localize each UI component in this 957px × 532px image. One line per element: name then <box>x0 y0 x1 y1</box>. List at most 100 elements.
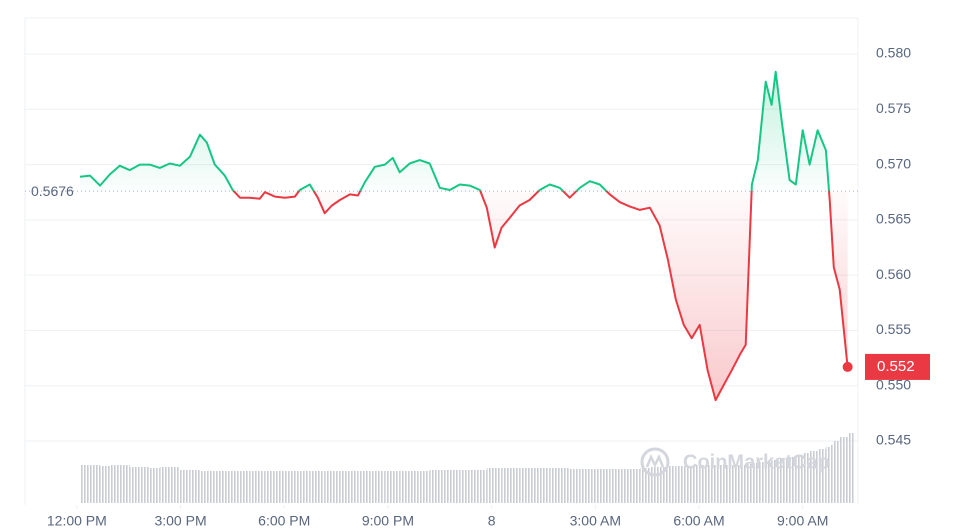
y-tick-label: 0.550 <box>876 376 911 392</box>
y-tick-label: 0.580 <box>876 45 911 61</box>
volume-bar <box>129 467 140 503</box>
volume-bar <box>839 437 848 503</box>
volume-bar <box>206 471 215 503</box>
volume-bar <box>757 462 766 503</box>
volume-bar <box>317 471 325 503</box>
volume-bar <box>224 471 233 503</box>
x-tick-label: 9:00 PM <box>362 513 414 529</box>
watermark: CoinMarketCap <box>640 447 830 477</box>
volume-bar <box>339 471 350 503</box>
volume-bar <box>649 467 660 503</box>
y-tick-label: 0.560 <box>876 266 911 282</box>
x-tick-label: 6:00 PM <box>258 513 310 529</box>
volume-bar <box>179 470 190 503</box>
volume-bar <box>683 466 692 503</box>
volume-bar <box>847 433 854 503</box>
volume-bar <box>479 470 487 503</box>
volume-bar <box>449 470 460 503</box>
volume-bar <box>294 471 300 503</box>
volume-bar <box>802 453 810 503</box>
volume-bar <box>259 471 265 503</box>
volume-bar <box>715 465 724 503</box>
volume-bar <box>659 467 668 503</box>
volume-bar <box>494 468 502 503</box>
volume-bar <box>149 468 160 503</box>
y-tick-label: 0.570 <box>876 155 911 171</box>
x-tick-label: 3:00 PM <box>154 513 206 529</box>
volume-bar <box>189 470 200 503</box>
volume-bar <box>309 471 318 503</box>
volume-bar <box>781 458 790 503</box>
price-line <box>79 70 849 402</box>
baseline-label: 0.5676 <box>31 183 74 199</box>
volume-bar <box>324 471 332 503</box>
volume-bar <box>169 467 180 503</box>
volume-bar <box>284 471 295 503</box>
volume-bar <box>139 467 150 503</box>
volume-bar <box>751 463 758 503</box>
volume-bar <box>239 471 250 503</box>
x-tick-label: 3:00 AM <box>570 513 621 529</box>
volume-bar <box>707 465 716 503</box>
volume-bar <box>519 468 530 503</box>
volume-bar <box>789 457 796 503</box>
volume-bar <box>667 466 676 503</box>
y-tick-label: 0.575 <box>876 100 911 116</box>
volume-bar <box>501 468 510 503</box>
area-fill <box>80 71 848 401</box>
volume-bar <box>699 465 708 503</box>
volume-bar <box>199 471 207 503</box>
volume-bar <box>349 471 358 503</box>
volume-bar <box>775 459 782 503</box>
volume-bar <box>539 468 550 503</box>
price-tag-label: 0.552 <box>877 358 915 375</box>
volume-bar <box>569 469 580 503</box>
volume-bar <box>817 449 826 503</box>
x-tick-label: 9:00 AM <box>777 513 828 529</box>
volume-bar <box>409 471 420 503</box>
y-tick-label: 0.545 <box>876 432 911 448</box>
last-point <box>842 361 853 372</box>
volume-bar <box>79 465 90 503</box>
volume-bar <box>629 469 640 503</box>
volume-bar <box>429 470 440 503</box>
volume-bar <box>795 455 803 503</box>
volume-bar <box>771 460 776 503</box>
volume-bar <box>745 464 752 503</box>
volume-bar <box>599 469 610 503</box>
volume-bar <box>469 470 480 503</box>
y-tick-label: 0.555 <box>876 321 911 337</box>
x-tick-label: 8 <box>488 513 496 529</box>
volume-bar <box>639 468 650 503</box>
y-tick-label: 0.565 <box>876 211 911 227</box>
volume-bar <box>549 468 560 503</box>
volume-bar <box>89 465 101 503</box>
volume-bar <box>374 471 385 503</box>
volume-bar <box>509 468 520 503</box>
volume-bar <box>119 465 130 503</box>
volume-bar <box>419 471 430 503</box>
volume-bar <box>232 471 240 503</box>
volume-bar <box>691 465 700 503</box>
volume-bar <box>264 471 275 503</box>
volume-bar <box>384 471 393 503</box>
volume-bar <box>274 471 285 503</box>
watermark-text: CoinMarketCap <box>683 451 830 473</box>
price-tag <box>865 353 930 380</box>
volume-bar <box>765 461 772 503</box>
volume-bar <box>439 470 450 503</box>
volume-bar <box>357 471 365 503</box>
volume-bar <box>364 471 375 503</box>
volume-bar <box>249 471 260 503</box>
volume-bar <box>459 470 470 503</box>
volume-bar <box>299 471 310 503</box>
x-tick-label: 12:00 PM <box>47 513 107 529</box>
volume-bar <box>399 471 410 503</box>
volume-bar <box>159 467 170 503</box>
volume-bar <box>833 441 840 503</box>
volume-bar <box>619 469 630 503</box>
volume-bar <box>331 471 340 503</box>
volume-bar <box>109 465 120 503</box>
